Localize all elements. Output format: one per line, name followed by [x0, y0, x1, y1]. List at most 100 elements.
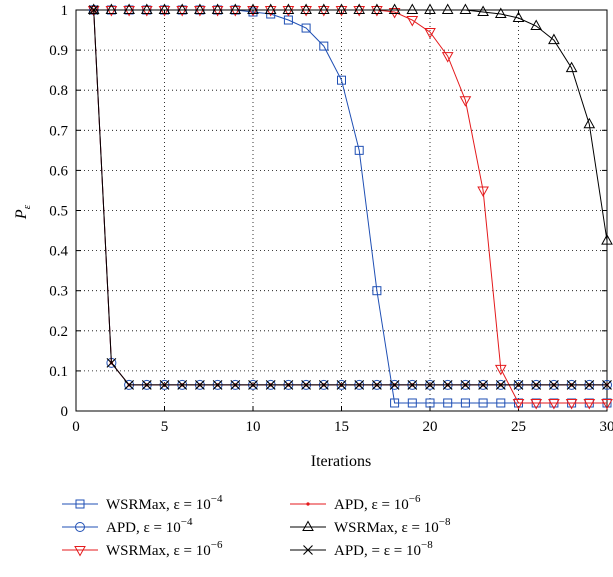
legend-label: WSRMax, ε = 10−8 [334, 516, 451, 536]
data-point [282, 6, 295, 17]
data-point [354, 380, 365, 390]
data-point [565, 398, 578, 410]
y-tick-label: 0.5 [49, 204, 68, 220]
data-point [229, 6, 242, 17]
data-point [406, 3, 419, 14]
series-line [93, 9, 607, 386]
data-point [441, 52, 454, 63]
data-point [478, 398, 488, 408]
data-point [459, 96, 472, 107]
data-point [177, 380, 188, 390]
data-point [531, 380, 542, 390]
data-point [354, 145, 364, 155]
legend-label-exponent: −4 [211, 493, 223, 505]
data-point [106, 357, 117, 368]
legend-label-text: APD, ε = 10 [334, 497, 409, 513]
data-point [565, 61, 578, 73]
data-point [477, 5, 489, 17]
y-tick-label: 0.1 [49, 364, 68, 380]
data-point [195, 380, 205, 390]
data-point [496, 398, 506, 408]
data-point [264, 3, 277, 14]
data-point [124, 380, 134, 390]
data-point [158, 6, 171, 17]
data-point [141, 380, 152, 390]
data-point [353, 3, 366, 14]
data-point [229, 3, 242, 14]
data-point [300, 6, 312, 17]
data-point [230, 380, 241, 390]
series-layer [87, 3, 613, 410]
y-tick-label: 0.9 [49, 43, 68, 59]
data-point [176, 3, 189, 14]
y-tick-label: 0.4 [49, 244, 68, 260]
data-point [407, 398, 417, 408]
data-point [87, 6, 100, 17]
data-point [442, 380, 453, 390]
data-point [602, 380, 612, 390]
data-point [194, 6, 206, 17]
series-line [93, 9, 607, 386]
data-point [530, 398, 543, 410]
data-point [372, 286, 382, 296]
data-point [247, 6, 259, 17]
data-point [601, 398, 613, 410]
legend-label: WSRMax, ε = 10−4 [106, 493, 223, 513]
series-3 [87, 6, 613, 410]
data-point [406, 16, 419, 27]
y-axis-label-main: P [13, 209, 30, 220]
data-point [318, 380, 329, 390]
legend-item-1: WSRMax, ε = 10−4 [62, 493, 223, 513]
legend-label-exponent: −8 [421, 539, 433, 551]
legend-marker [74, 546, 86, 557]
data-point [123, 3, 135, 14]
legend-label-text: APD, ε = 10 [106, 520, 181, 536]
data-point [443, 398, 453, 408]
x-tick-label: 25 [511, 419, 526, 435]
data-point [371, 6, 383, 17]
y-tick-label: 0 [61, 404, 69, 420]
y-tick-label: 1 [61, 3, 69, 19]
data-point [105, 3, 118, 14]
y-tick-label: 0.3 [49, 284, 68, 300]
data-point [317, 6, 330, 17]
data-point [583, 398, 596, 410]
data-point [548, 398, 560, 410]
data-point [495, 380, 506, 390]
data-point [301, 23, 311, 33]
x-axis-label: Iterations [311, 453, 371, 470]
data-point [300, 3, 312, 14]
data-point [601, 234, 613, 245]
data-point [301, 380, 311, 390]
legend-marker [75, 522, 85, 532]
legend-item-4: APD, ε = 10−6 [290, 493, 421, 513]
grid [76, 10, 607, 411]
data-point [176, 6, 189, 17]
data-point [390, 398, 400, 408]
legend-item-2: APD, ε = 10−4 [62, 516, 193, 536]
data-point [494, 7, 507, 19]
data-point [211, 3, 224, 14]
x-tick-label: 0 [72, 419, 80, 435]
data-point [459, 3, 472, 14]
data-point [424, 3, 436, 14]
series-6 [88, 5, 612, 390]
data-point [247, 3, 259, 14]
svg-text:Pε: Pε [13, 204, 33, 220]
data-point [407, 380, 418, 390]
data-point [282, 3, 295, 14]
data-point [265, 380, 276, 390]
data-point [425, 398, 435, 408]
x-tick-label: 30 [600, 419, 613, 435]
data-point [583, 117, 596, 129]
series-line [93, 9, 607, 386]
data-point [460, 380, 471, 390]
x-tick-label: 5 [161, 419, 169, 435]
data-point [283, 380, 294, 390]
series-4 [91, 8, 609, 387]
data-point [372, 380, 382, 390]
series-5 [87, 3, 613, 245]
data-point [494, 364, 507, 376]
data-point [319, 41, 329, 51]
